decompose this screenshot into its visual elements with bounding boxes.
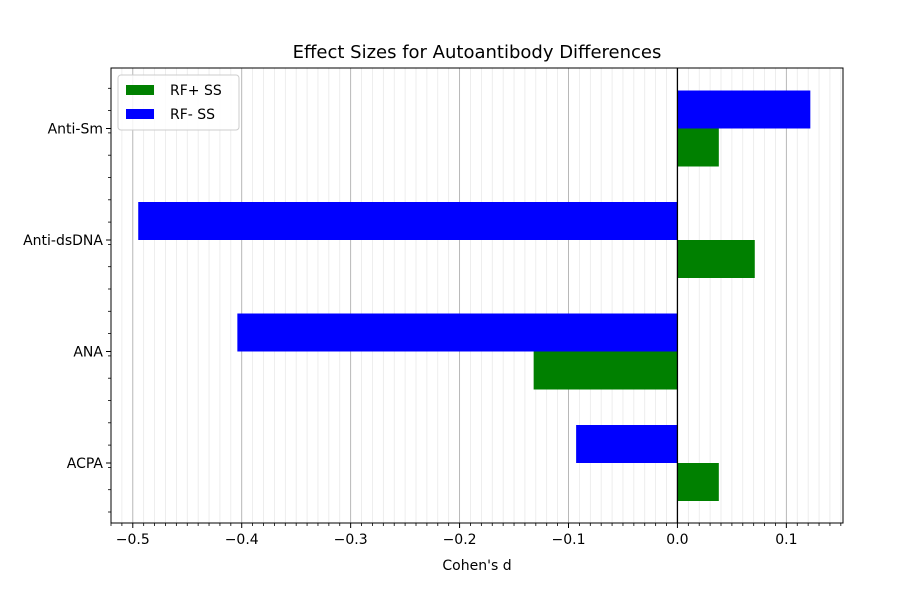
y-axis-ticks: ACPA ANA Anti-dsDNA Anti-Sm <box>23 87 111 513</box>
y-tick-label: Anti-Sm <box>48 122 103 138</box>
grid-lines <box>110 68 842 523</box>
x-axis-ticks: −0.5 −0.4 −0.3 −0.2 −0.1 0.0 0.1 <box>110 523 842 548</box>
chart-title: Effect Sizes for Autoantibody Difference… <box>293 42 662 63</box>
x-tick-label: 0.0 <box>666 532 688 548</box>
bar-rf-minus-ana <box>237 313 678 352</box>
x-tick-label: −0.5 <box>116 532 150 548</box>
y-tick-label: Anti-dsDNA <box>23 233 103 249</box>
bar-rf-minus-anti-sm <box>677 90 811 129</box>
bars <box>138 90 811 501</box>
bar-rf-minus-acpa <box>576 425 678 463</box>
bar-rf-plus-anti-sm <box>677 128 719 167</box>
legend-swatch-rf-plus <box>126 85 154 95</box>
bar-rf-minus-anti-dsdna <box>138 202 678 240</box>
x-tick-label: −0.2 <box>443 532 477 548</box>
axes-frame <box>110 67 844 524</box>
bar-rf-plus-anti-dsdna <box>677 240 755 278</box>
bar-rf-plus-acpa <box>677 463 719 501</box>
legend-label-rf-plus: RF+ SS <box>170 83 222 99</box>
x-axis-label: Cohen's d <box>442 558 511 574</box>
y-tick-label: ACPA <box>67 456 104 472</box>
x-tick-label: −0.1 <box>552 532 586 548</box>
legend-label-rf-minus: RF- SS <box>170 107 215 123</box>
x-tick-label: 0.1 <box>775 532 797 548</box>
x-tick-label: −0.3 <box>334 532 368 548</box>
legend: RF+ SS RF- SS <box>117 74 240 131</box>
bar-rf-plus-ana <box>533 351 678 390</box>
x-tick-label: −0.4 <box>225 532 259 548</box>
legend-swatch-rf-minus <box>126 109 154 119</box>
y-tick-label: ANA <box>73 345 103 361</box>
